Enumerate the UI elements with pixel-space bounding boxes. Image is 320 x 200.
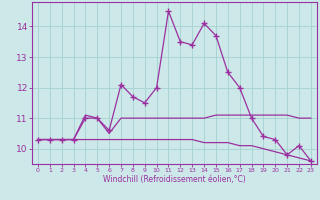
X-axis label: Windchill (Refroidissement éolien,°C): Windchill (Refroidissement éolien,°C) bbox=[103, 175, 246, 184]
